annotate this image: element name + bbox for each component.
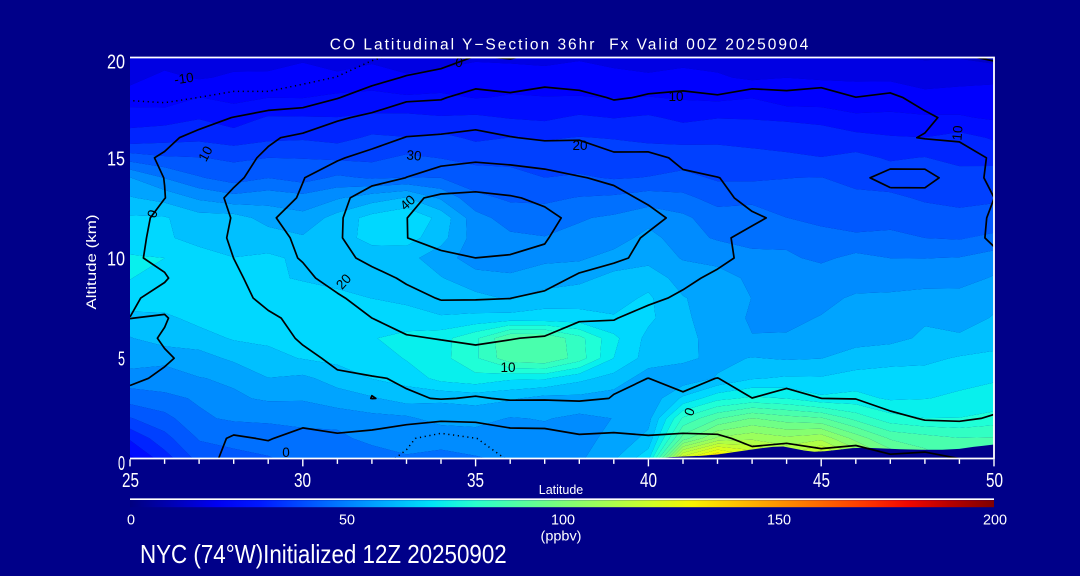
svg-text:(ppbv): (ppbv) (541, 528, 582, 544)
svg-text:15: 15 (107, 149, 125, 171)
svg-text:0: 0 (118, 453, 125, 475)
svg-text:10: 10 (668, 89, 683, 104)
svg-text:45: 45 (813, 470, 830, 492)
svg-text:10: 10 (500, 360, 515, 375)
svg-text:20: 20 (333, 271, 354, 292)
svg-text:20: 20 (572, 138, 587, 153)
svg-text:25: 25 (122, 470, 139, 492)
svg-text:50: 50 (339, 513, 355, 529)
svg-text:-10: -10 (173, 70, 194, 88)
svg-text:5: 5 (118, 349, 125, 371)
svg-text:35: 35 (467, 470, 484, 492)
svg-text:Latitude: Latitude (539, 483, 584, 497)
svg-text:CO Latitudinal Y−Section 36hr: CO Latitudinal Y−Section 36hr Fx Valid 0… (330, 37, 810, 54)
svg-text:30: 30 (294, 470, 311, 492)
svg-text:Altitude (km): Altitude (km) (84, 215, 99, 310)
svg-text:10: 10 (107, 249, 125, 271)
svg-text:0: 0 (282, 445, 290, 460)
svg-text:50: 50 (986, 470, 1003, 492)
svg-text:NYC (74°W)Initialized 12Z 2025: NYC (74°W)Initialized 12Z 20250902 (140, 540, 507, 569)
svg-text:40: 40 (640, 470, 657, 492)
svg-text:0: 0 (144, 208, 161, 220)
svg-text:100: 100 (551, 513, 575, 529)
svg-text:200: 200 (983, 513, 1007, 529)
svg-text:30: 30 (406, 147, 422, 163)
svg-text:0: 0 (454, 55, 464, 71)
svg-text:10: 10 (195, 144, 215, 164)
svg-text:20: 20 (107, 52, 125, 74)
svg-text:40: 40 (397, 192, 418, 213)
svg-text:150: 150 (767, 513, 791, 529)
svg-text:10: 10 (949, 125, 965, 141)
svg-text:0: 0 (127, 513, 135, 529)
